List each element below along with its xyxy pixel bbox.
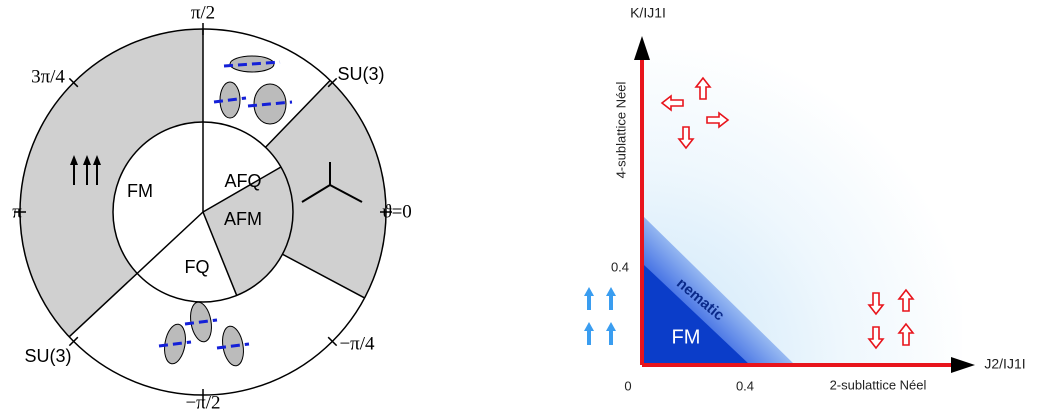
x-arrow [951, 357, 975, 373]
angle-label: 3π/4 [31, 66, 65, 87]
angle-label: ϑ=0 [382, 201, 412, 222]
x-axis-label: J2/IJ1I [984, 356, 1025, 372]
x-tick-label: 0.4 [736, 378, 754, 393]
figure: π/23π/4πϑ=0−π/4−π/2SU(3)SU(3)FMAFQAFMFQ … [0, 0, 1044, 417]
origin-label: 0 [624, 378, 631, 393]
y-region-label: 4-sublattice Néel [613, 81, 628, 178]
y-axis-label: K/IJ1I [630, 5, 666, 21]
fm-arrows [584, 287, 616, 345]
angle-label: −π/4 [339, 333, 375, 354]
phase-label: AFQ [224, 171, 261, 191]
phase-label: FM [127, 181, 153, 201]
left-diagram: π/2 3π/4 π ϑ=0 −π/4 −π/2 SU(3) SU(3) FM AFQ AFM FQ [12, 2, 412, 413]
right-diagram: K/IJ1I J2/IJ1I 4-sublattice Néel 2-subla… [584, 5, 1026, 394]
y-arrow [634, 36, 650, 60]
phase-label: AFM [224, 209, 262, 229]
angle-label: π [12, 201, 22, 222]
y-tick-label: 0.4 [611, 259, 629, 274]
angle-label: −π/2 [185, 392, 220, 413]
angle-label: π/2 [191, 2, 215, 23]
su3-label: SU(3) [337, 64, 384, 84]
fm-label: FM [672, 326, 701, 348]
x-region-label: 2-sublattice Néel [830, 377, 927, 392]
su3-label: SU(3) [24, 346, 71, 366]
phase-label: FQ [185, 257, 210, 277]
